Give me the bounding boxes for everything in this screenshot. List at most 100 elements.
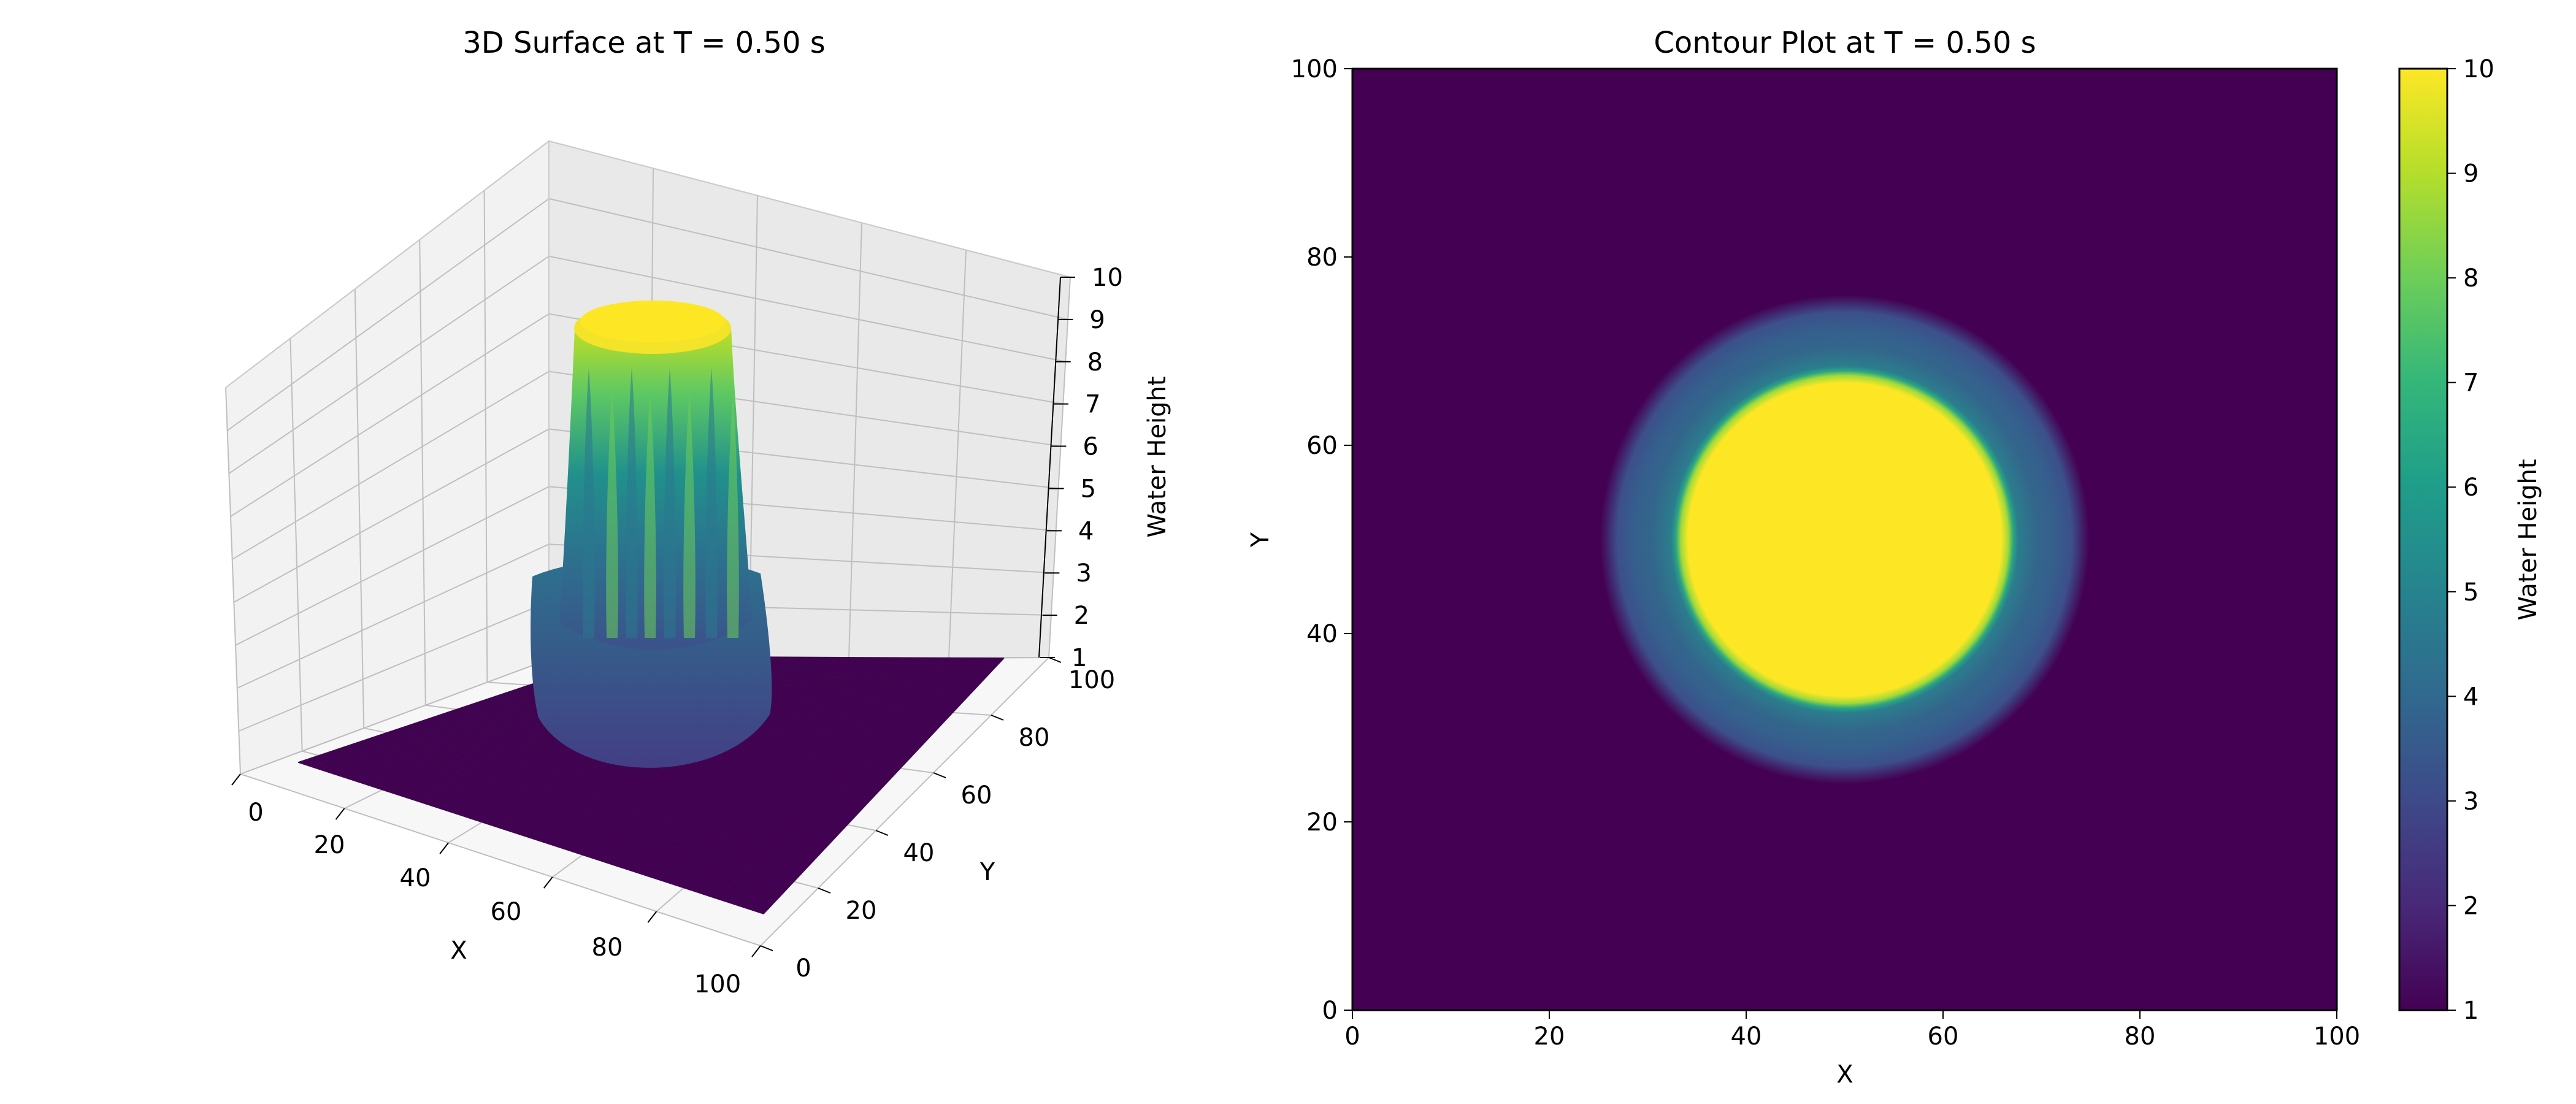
heatmap-ticks: 0 20 40 60 80 100 0 20 40 60 80 100	[1291, 55, 2361, 1051]
grid-line	[483, 190, 488, 683]
colorbar-tick-label: 3	[2463, 788, 2478, 816]
ripple	[606, 393, 618, 638]
y-tick-label: 0	[795, 954, 811, 983]
tick-mark	[933, 772, 946, 778]
heatmap-ylabel: Y	[1246, 532, 1275, 548]
surface-xlabel: X	[450, 937, 467, 965]
surface-peak	[531, 301, 772, 768]
tick-mark	[991, 715, 1004, 721]
y-tick-label: 100	[1068, 666, 1115, 694]
surface-title: 3D Surface at T = 0.50 s	[462, 26, 826, 60]
ripple	[644, 393, 656, 638]
colorbar-tick-label: 9	[2463, 160, 2478, 188]
heatmap-title: Contour Plot at T = 0.50 s	[1654, 26, 2036, 60]
colorbar-label: Water Height	[2514, 459, 2542, 620]
x-tick-label: 60	[1928, 1022, 1959, 1051]
z-tick-label: 5	[1081, 475, 1096, 503]
mesh-line	[728, 657, 975, 903]
mesh-line	[763, 657, 1005, 914]
y-tick-label: 20	[846, 897, 877, 925]
ripple	[626, 368, 638, 638]
surface-plateau-top	[580, 301, 725, 342]
mesh-line	[588, 657, 859, 857]
z-tick-label: 1	[1071, 644, 1087, 672]
x-tick-label: 60	[491, 898, 522, 926]
tick-mark	[818, 887, 831, 894]
surface-chart: 3D Surface at T = 0.50 s 0 20 40 60 80 100 0 20…	[225, 26, 1171, 999]
z-tick-label: 4	[1078, 517, 1094, 545]
grid-line	[419, 239, 426, 705]
y-tick-label: 40	[1306, 620, 1338, 648]
mesh-line	[623, 657, 888, 869]
ripple	[705, 368, 718, 638]
y-tick-label: 60	[961, 781, 992, 810]
colorbar-tick-label: 4	[2463, 683, 2478, 711]
z-tick-label: 6	[1083, 433, 1098, 461]
heatmap-field	[1600, 294, 2090, 784]
colorbar-tick-label: 2	[2463, 892, 2478, 920]
pane-left	[226, 141, 549, 774]
colorbar-tick-label: 7	[2463, 369, 2478, 397]
y-tick-label: 60	[1306, 432, 1338, 460]
tick-mark	[231, 773, 241, 786]
colorbar-tick-label: 8	[2463, 264, 2478, 293]
x-tick-label: 40	[400, 864, 431, 892]
colorbar-ticks: 1 2 3 4 5 6 7 8 9 10	[2447, 55, 2494, 1025]
x-tick-label: 20	[1534, 1022, 1565, 1051]
z-tick-label: 9	[1089, 306, 1105, 334]
surface-zlabel: Water Height	[1143, 376, 1171, 537]
mesh-line	[740, 657, 985, 907]
z-tick-label: 3	[1076, 559, 1091, 588]
mesh-line	[681, 657, 937, 888]
x-tick-label: 80	[2125, 1022, 2156, 1051]
mesh-line	[693, 657, 946, 892]
tick-mark	[335, 808, 345, 820]
tick-mark	[751, 945, 761, 957]
surface-ylabel: Y	[979, 858, 995, 886]
x-tick-label: 100	[2313, 1022, 2360, 1051]
mesh-line	[670, 657, 927, 884]
grid-line	[760, 657, 1049, 946]
x-tick-label: 0	[248, 799, 263, 827]
heatmap-chart: Contour Plot at T = 0.50 s 0 20 40 60 80 1000…	[1246, 26, 2542, 1089]
tick-mark	[543, 876, 553, 889]
z-tick-label: 7	[1085, 391, 1100, 419]
grid-line	[1048, 277, 1071, 658]
y-tick-label: 0	[1322, 997, 1338, 1025]
y-tick-label: 80	[1306, 243, 1338, 272]
y-tick-label: 20	[1306, 808, 1338, 837]
heatmap-xlabel: X	[1836, 1060, 1853, 1089]
grid-line	[354, 289, 365, 729]
tick-mark	[439, 842, 449, 854]
z-axis-line	[1038, 277, 1061, 658]
heatmap-frame	[1351, 67, 2338, 1011]
mesh-line	[716, 657, 966, 899]
surface-ripples	[583, 368, 739, 638]
grid-line	[948, 250, 967, 658]
mesh-line	[705, 657, 956, 895]
mesh-line	[658, 657, 917, 880]
ripple	[583, 368, 595, 638]
y-tick-label: 100	[1291, 55, 1338, 83]
tick-mark	[875, 830, 889, 836]
x-tick-label: 100	[694, 970, 741, 999]
x-tick-label: 40	[1731, 1022, 1762, 1051]
y-tick-label: 40	[903, 839, 935, 867]
tick-mark	[1048, 657, 1062, 663]
mesh-line	[635, 657, 898, 873]
x-tick-label: 20	[314, 831, 345, 859]
colorbar	[2398, 67, 2448, 1011]
colorbar-tick-label: 6	[2463, 473, 2478, 502]
grid-line	[240, 773, 761, 946]
ripple	[664, 368, 676, 638]
mesh-line	[751, 657, 995, 911]
ripple	[727, 393, 739, 638]
mesh-line	[646, 657, 907, 876]
x-tick-label: 0	[1344, 1022, 1360, 1051]
tick-mark	[760, 945, 773, 951]
grid-line	[289, 338, 303, 751]
y-tick-label: 80	[1019, 724, 1050, 752]
ripple	[683, 393, 696, 638]
